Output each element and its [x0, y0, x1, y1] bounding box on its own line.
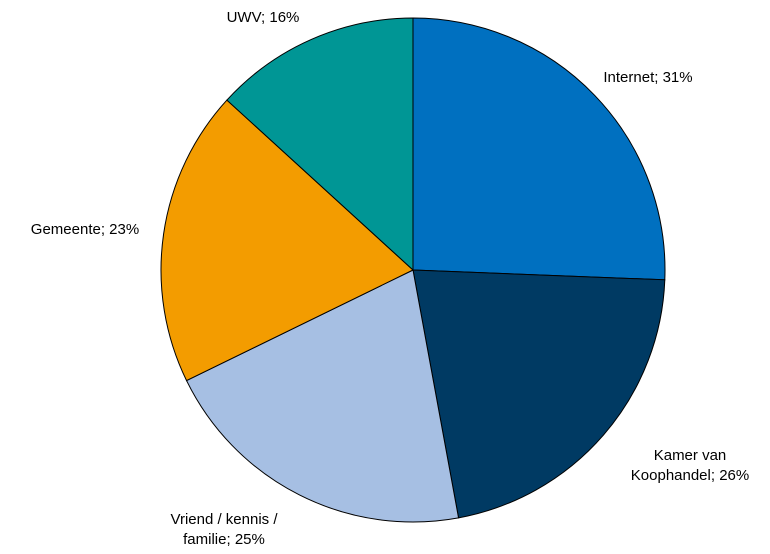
pie-slice — [185, 269, 460, 523]
slice-label: UWV; 16% — [226, 9, 300, 26]
slice-label: Internet; 31% — [603, 69, 693, 86]
pie-slice — [160, 99, 414, 382]
slice-label: Vriend / kennis / familie; 25% — [170, 511, 278, 548]
slice-label: Gemeente; 23% — [30, 221, 140, 238]
pie-slice — [226, 17, 414, 272]
pie-slice — [412, 269, 666, 519]
pie-slice — [412, 17, 666, 281]
slice-label: Kamer van Koophandel; 26% — [630, 447, 750, 484]
